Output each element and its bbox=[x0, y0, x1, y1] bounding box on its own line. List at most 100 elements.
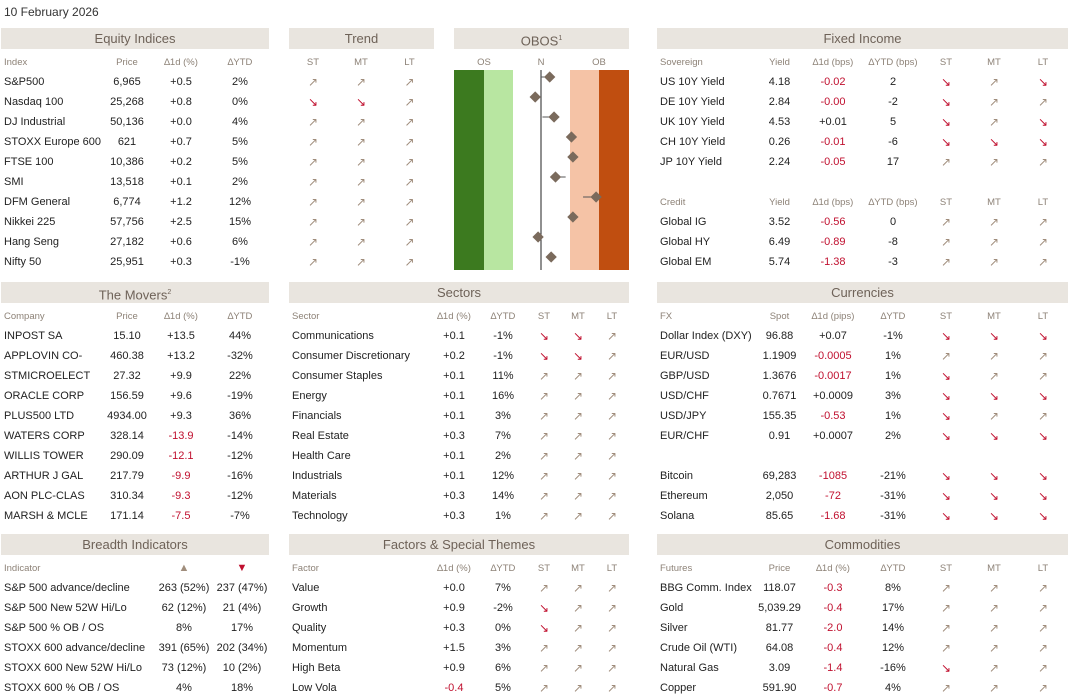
col-header: ∆1d (bps) bbox=[812, 196, 854, 208]
arrow-up-icon: ↗ bbox=[538, 581, 550, 595]
sovereign-name: DE 10Y Yield bbox=[660, 96, 725, 108]
arrow-up-icon: ↗ bbox=[1037, 255, 1049, 269]
yield: 2.24 bbox=[768, 156, 791, 168]
sector-name: Health Care bbox=[292, 450, 351, 462]
arrow-down-icon: ↘ bbox=[988, 329, 1000, 343]
arrow-down-icon: ↘ bbox=[988, 389, 1000, 403]
arrow-down-icon: ↘ bbox=[988, 135, 1000, 149]
arrow-up-icon: ↗ bbox=[404, 95, 415, 109]
index-name: STOXX Europe 600 bbox=[4, 136, 102, 148]
futures-name: BBG Comm. Index bbox=[660, 582, 752, 594]
table-row: EUR/USD 1.1909 -0.0005 1% ↗ ↗ ↗ bbox=[657, 346, 1068, 366]
trend-table: ST MT LT ↗ ↗ ↗ ↘ ↘ ↗ ↗ ↗ ↗ ↗ ↗ ↗ ↗ ↗ ↗ ↗ ↗ ↗ ↗ ↗ ↗ ↗ ↗ ↗ ↗ ↗ ↗ ↗ ↗ ↗ bbox=[289, 52, 434, 272]
arrow-up-icon: ↗ bbox=[404, 115, 415, 129]
trend-row: ↗ ↗ ↗ bbox=[289, 152, 434, 172]
table-row: Industrials +0.1 12% ↗ ↗ ↗ bbox=[289, 466, 629, 486]
arrow-up-icon: ↗ bbox=[606, 681, 618, 695]
arrow-up-icon: ↗ bbox=[988, 115, 1000, 129]
equity-indices-header: Equity Indices bbox=[1, 28, 269, 49]
table-row: Dollar Index (DXY) 96.88 +0.07 -1% ↘ ↘ ↘ bbox=[657, 326, 1068, 346]
spot: 0.91 bbox=[768, 430, 791, 442]
col-header: ∆YTD bbox=[227, 56, 253, 68]
sector-name: Technology bbox=[292, 510, 348, 522]
change-ytd: 22% bbox=[228, 370, 252, 382]
sovereign-table: Sovereign Yield ∆1d (bps) ∆YTD (bps) ST MT LT … bbox=[657, 52, 1068, 172]
change-ytd: -2% bbox=[493, 602, 513, 614]
change-ytd: 5 bbox=[889, 116, 897, 128]
arrow-down-icon: ↘ bbox=[1037, 115, 1049, 129]
movers-header: The Movers2 bbox=[1, 282, 269, 303]
col-header: Sector bbox=[292, 310, 320, 322]
change-ytd: -1% bbox=[493, 330, 513, 342]
change-ytd: -14% bbox=[227, 430, 253, 442]
indicator-name: STOXX 600 New 52W Hi/Lo bbox=[4, 662, 142, 674]
col-header: ST bbox=[939, 56, 953, 68]
table-row: UK 10Y Yield 4.53 +0.01 5 ↘ ↗ ↘ bbox=[657, 112, 1068, 132]
futures-name: Crude Oil (WTI) bbox=[660, 642, 737, 654]
index-name: Nasdaq 100 bbox=[4, 96, 64, 108]
arrow-up-icon: ↗ bbox=[606, 509, 618, 523]
table-row: DE 10Y Yield 2.84 -0.00 -2 ↘ ↗ ↗ bbox=[657, 92, 1068, 112]
trend-row: ↗ ↗ ↗ bbox=[289, 132, 434, 152]
sovereign-name: US 10Y Yield bbox=[660, 76, 725, 88]
change-ytd: -2 bbox=[888, 96, 898, 108]
arrow-up-icon: ↗ bbox=[307, 115, 319, 129]
futures-name: Copper bbox=[660, 682, 697, 694]
obos-marker bbox=[590, 191, 602, 203]
indicator-name: S&P 500 % OB / OS bbox=[4, 622, 105, 634]
change-ytd: 44% bbox=[228, 330, 252, 342]
credit-name: Global IG bbox=[660, 216, 707, 228]
company-name: ARTHUR J GAL bbox=[4, 470, 84, 482]
arrow-up-icon: ↗ bbox=[1037, 581, 1049, 595]
change-ytd: -21% bbox=[880, 470, 906, 482]
table-row: Technology +0.3 1% ↗ ↗ ↗ bbox=[289, 506, 629, 526]
table-row: Growth +0.9 -2% ↘ ↗ ↗ bbox=[289, 598, 629, 618]
arrow-up-icon: ↗ bbox=[988, 621, 1000, 635]
col-header: Spot bbox=[769, 310, 790, 322]
change-1d: +0.0007 bbox=[812, 430, 854, 442]
obos-marker bbox=[545, 251, 557, 263]
spot: 155.35 bbox=[762, 410, 797, 422]
arrow-up-icon: ↗ bbox=[1037, 641, 1049, 655]
index-name: Nikkei 225 bbox=[4, 216, 56, 228]
col-header: FX bbox=[660, 310, 673, 322]
price: 64.08 bbox=[765, 642, 794, 654]
change-1d: +0.1 bbox=[170, 176, 192, 188]
table-row: INPOST SA 15.10 +13.5 44% bbox=[1, 326, 269, 346]
index-name: DJ Industrial bbox=[4, 116, 66, 128]
price: 217.79 bbox=[110, 470, 144, 482]
table-row: Crude Oil (WTI) 64.08 -0.4 12% ↗ ↗ ↗ bbox=[657, 638, 1068, 658]
arrow-up-icon: ↗ bbox=[538, 469, 550, 483]
change-1d: -9.3 bbox=[171, 490, 191, 502]
credit-table: Credit Yield ∆1d (bps) ∆YTD (bps) ST MT LT Glo… bbox=[657, 192, 1068, 272]
change-1d: +9.3 bbox=[170, 410, 192, 422]
arrow-down-icon: ↘ bbox=[1037, 489, 1049, 503]
arrow-up-icon: ↗ bbox=[606, 621, 618, 635]
col-header: ∆YTD bbox=[880, 310, 906, 322]
arrow-up-icon: ↗ bbox=[1037, 621, 1049, 635]
col-header: ST bbox=[537, 562, 551, 574]
index-name: Nifty 50 bbox=[4, 256, 42, 268]
arrow-up-icon: ↗ bbox=[355, 235, 367, 249]
change-1d: +0.01 bbox=[819, 116, 847, 128]
price: 5,039.29 bbox=[758, 602, 801, 614]
change-1d: -0.4 bbox=[823, 602, 843, 614]
change-ytd: 3% bbox=[885, 390, 901, 402]
spot: 2,050 bbox=[765, 490, 794, 502]
index-name: SMI bbox=[4, 176, 24, 188]
col-header: MT bbox=[571, 310, 585, 322]
arrow-up-icon: ↗ bbox=[572, 509, 584, 523]
arrow-up-icon: ↗ bbox=[606, 601, 618, 615]
arrow-up-icon: ↗ bbox=[404, 175, 415, 189]
change-1d: +0.0 bbox=[443, 582, 465, 594]
table-row: S&P 500 % OB / OS 8% 17% bbox=[1, 618, 269, 638]
arrow-down-icon: ↘ bbox=[940, 469, 952, 483]
col-header: ∆1d (%) bbox=[437, 310, 471, 322]
arrow-up-icon: ↗ bbox=[572, 489, 584, 503]
col-header: MT bbox=[987, 562, 1001, 574]
trend-row: ↗ ↗ ↗ bbox=[289, 232, 434, 252]
price: 118.07 bbox=[763, 582, 796, 594]
company-name: MARSH & MCLE bbox=[4, 510, 88, 522]
arrow-down-icon: ↘ bbox=[572, 349, 584, 363]
arrow-up-icon: ↗ bbox=[572, 601, 584, 615]
